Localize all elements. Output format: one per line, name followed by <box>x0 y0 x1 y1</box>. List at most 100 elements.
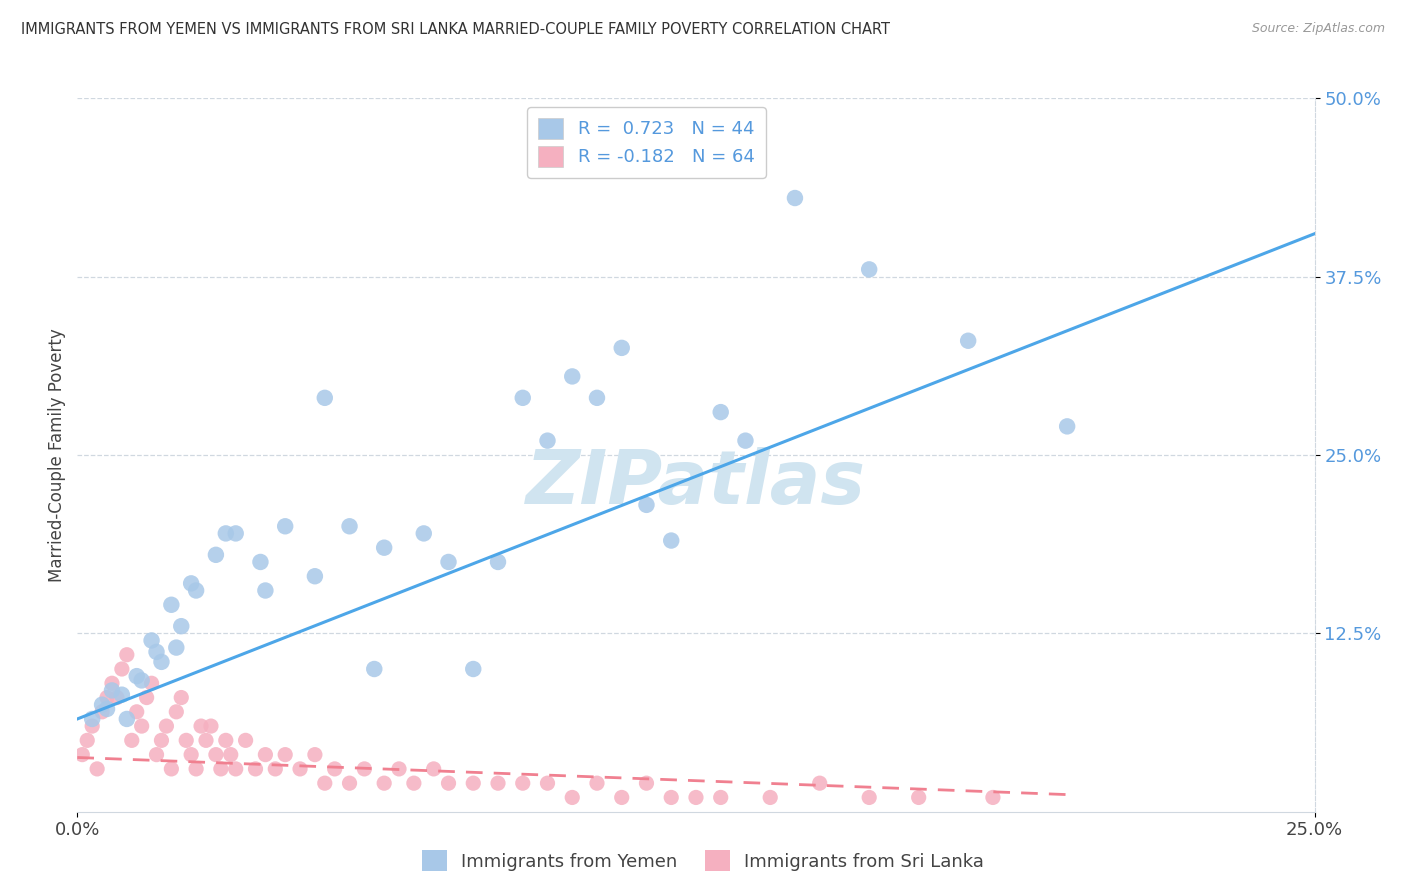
Point <box>759 790 782 805</box>
Point <box>96 690 118 705</box>
Point <box>463 776 485 790</box>
Point <box>101 683 124 698</box>
Point <box>981 790 1004 805</box>
Point <box>808 776 831 790</box>
Point <box>195 733 218 747</box>
Point <box>659 790 682 805</box>
Point <box>200 719 222 733</box>
Point <box>274 519 297 533</box>
Point <box>215 733 238 747</box>
Point <box>170 619 193 633</box>
Point <box>783 191 806 205</box>
Point <box>101 676 124 690</box>
Point <box>339 776 361 790</box>
Point <box>205 548 228 562</box>
Point <box>125 669 148 683</box>
Point <box>115 712 138 726</box>
Point <box>363 662 385 676</box>
Point <box>304 569 326 583</box>
Point <box>636 498 658 512</box>
Point <box>586 391 609 405</box>
Point <box>72 747 94 762</box>
Text: ZIPatlas: ZIPatlas <box>526 447 866 520</box>
Point <box>586 776 609 790</box>
Point <box>235 733 257 747</box>
Point <box>314 391 336 405</box>
Point <box>249 555 271 569</box>
Point <box>209 762 232 776</box>
Point <box>486 776 509 790</box>
Point <box>512 776 534 790</box>
Point <box>225 762 247 776</box>
Point <box>82 719 104 733</box>
Point <box>373 541 395 555</box>
Point <box>245 762 267 776</box>
Legend: Immigrants from Yemen, Immigrants from Sri Lanka: Immigrants from Yemen, Immigrants from S… <box>415 843 991 879</box>
Point <box>636 776 658 790</box>
Point <box>141 633 163 648</box>
Point <box>561 790 583 805</box>
Point <box>314 776 336 790</box>
Point <box>111 662 134 676</box>
Point <box>254 583 277 598</box>
Point <box>304 747 326 762</box>
Point <box>165 640 187 655</box>
Point <box>486 555 509 569</box>
Point <box>437 555 460 569</box>
Point <box>170 690 193 705</box>
Point <box>86 762 108 776</box>
Point <box>180 576 202 591</box>
Point <box>180 747 202 762</box>
Point <box>190 719 212 733</box>
Point <box>82 712 104 726</box>
Point <box>561 369 583 384</box>
Point <box>339 519 361 533</box>
Point <box>373 776 395 790</box>
Point <box>353 762 375 776</box>
Point <box>125 705 148 719</box>
Point <box>76 733 98 747</box>
Point <box>254 747 277 762</box>
Point <box>710 790 733 805</box>
Point <box>288 762 311 776</box>
Point <box>145 747 167 762</box>
Text: Source: ZipAtlas.com: Source: ZipAtlas.com <box>1251 22 1385 36</box>
Point <box>957 334 980 348</box>
Point <box>215 526 238 541</box>
Point <box>91 698 114 712</box>
Point <box>610 341 633 355</box>
Point <box>323 762 346 776</box>
Point <box>111 688 134 702</box>
Point <box>264 762 287 776</box>
Point <box>858 790 880 805</box>
Point <box>155 719 177 733</box>
Point <box>225 526 247 541</box>
Point <box>536 434 558 448</box>
Point <box>437 776 460 790</box>
Point <box>141 676 163 690</box>
Point <box>105 690 128 705</box>
Legend: R =  0.723   N = 44, R = -0.182   N = 64: R = 0.723 N = 44, R = -0.182 N = 64 <box>527 107 766 178</box>
Point <box>135 690 157 705</box>
Point <box>412 526 434 541</box>
Text: IMMIGRANTS FROM YEMEN VS IMMIGRANTS FROM SRI LANKA MARRIED-COUPLE FAMILY POVERTY: IMMIGRANTS FROM YEMEN VS IMMIGRANTS FROM… <box>21 22 890 37</box>
Point <box>145 645 167 659</box>
Point <box>131 719 153 733</box>
Point <box>165 705 187 719</box>
Point <box>115 648 138 662</box>
Point <box>205 747 228 762</box>
Point <box>402 776 425 790</box>
Point <box>150 655 173 669</box>
Point <box>184 583 207 598</box>
Point <box>734 434 756 448</box>
Y-axis label: Married-Couple Family Poverty: Married-Couple Family Poverty <box>48 328 66 582</box>
Point <box>463 662 485 676</box>
Point <box>184 762 207 776</box>
Point <box>710 405 733 419</box>
Point <box>536 776 558 790</box>
Point <box>422 762 444 776</box>
Point <box>219 747 242 762</box>
Point <box>907 790 929 805</box>
Point <box>150 733 173 747</box>
Point <box>685 790 707 805</box>
